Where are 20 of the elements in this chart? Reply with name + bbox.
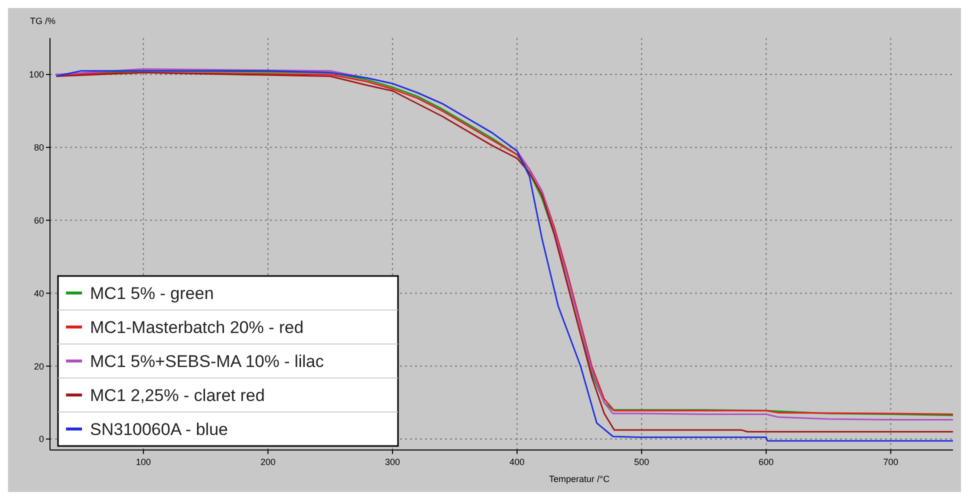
x-tick-label: 500 [634, 457, 650, 467]
y-tick-label: 60 [34, 215, 44, 226]
x-tick-label: 700 [883, 457, 898, 467]
legend-label: MC1-Masterbatch 20% - red [90, 318, 304, 337]
x-tick-label: 300 [385, 457, 400, 467]
y-tick-label: 80 [34, 142, 44, 153]
x-axis-title: Temperatur /°C [549, 474, 610, 484]
y-tick-label: 100 [28, 70, 44, 80]
legend-label: MC1 2,25% - claret red [90, 386, 265, 405]
x-tick-label: 200 [260, 457, 276, 467]
y-tick-label: 20 [34, 361, 44, 372]
y-tick-label: 0 [38, 434, 44, 444]
y-tick-label: 40 [34, 288, 44, 298]
legend-label: MC1 5% - green [90, 284, 214, 303]
x-tick-label: 400 [510, 457, 525, 467]
x-tick-label: 100 [136, 457, 151, 467]
x-tick-label: 600 [758, 457, 774, 467]
legend-label: MC1 5%+SEBS-MA 10% - lilac [90, 352, 324, 371]
legend-label: SN310060A - blue [90, 420, 228, 439]
y-axis-title: TG /% [30, 16, 56, 26]
